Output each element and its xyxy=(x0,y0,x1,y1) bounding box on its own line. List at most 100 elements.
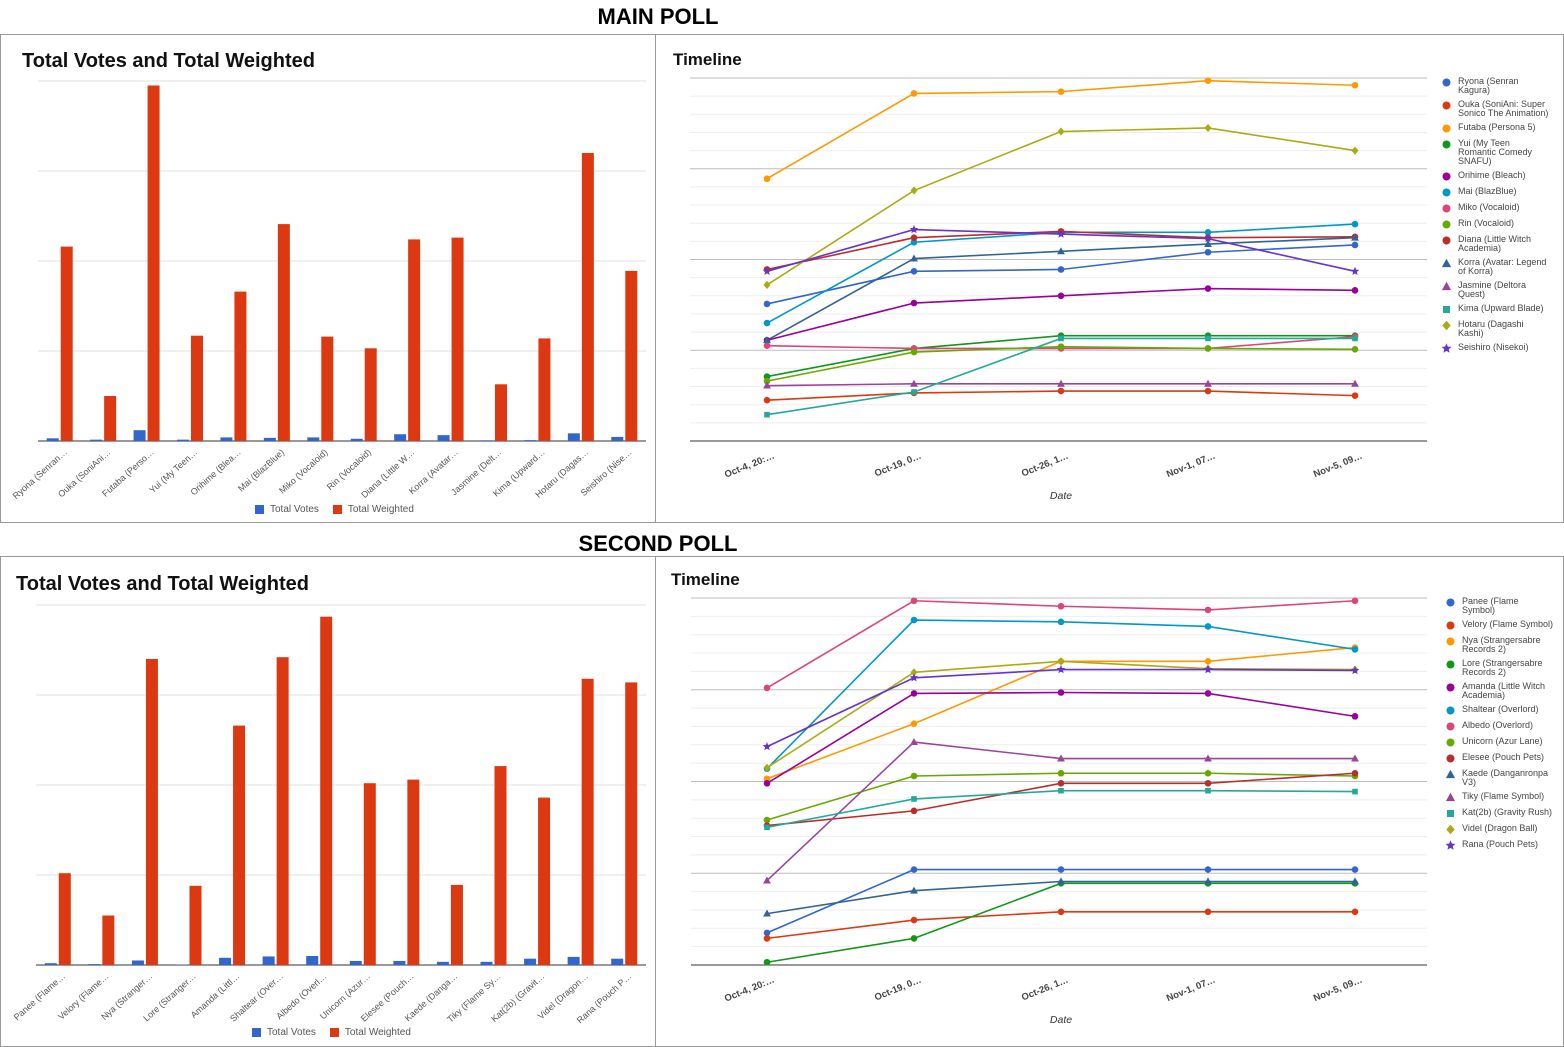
point-ryona-senran-kagura-2[interactable] xyxy=(910,267,918,275)
point-korra-avatar-legend-of-korra-5[interactable] xyxy=(1351,233,1359,241)
point-kat-2b-gravity-rush-5[interactable] xyxy=(1352,788,1358,795)
series-line-kat-2b-gravity-rush[interactable] xyxy=(766,789,1356,829)
legend-marker-star[interactable] xyxy=(1441,343,1452,353)
point-kima-upward-blade-5[interactable] xyxy=(1352,335,1358,342)
point-unicorn-azur-lane-3[interactable] xyxy=(1057,769,1065,777)
bar-total-weighted-9[interactable] xyxy=(407,779,420,965)
legend-marker-circle[interactable] xyxy=(1446,683,1455,692)
point-seishiro-nisekoi-3[interactable] xyxy=(1056,229,1066,238)
point-shaltear-overlord-2[interactable] xyxy=(910,616,918,624)
bar-total-weighted-11[interactable] xyxy=(495,384,507,441)
legend-item-kat-2b-gravity-rush[interactable]: Kat(2b) (Gravity Rush) xyxy=(1445,808,1554,819)
bar-total-votes-4[interactable] xyxy=(177,439,189,441)
legend-item-rana-pouch-pets[interactable]: Rana (Pouch Pets) xyxy=(1445,840,1554,851)
bar-total-weighted-7[interactable] xyxy=(321,336,334,441)
point-rin-vocaloid-4[interactable] xyxy=(1204,345,1212,352)
point-velory-flame-symbol-3[interactable] xyxy=(1057,908,1065,916)
series-line-mai-blazblue[interactable] xyxy=(766,223,1356,324)
point-panee-flame-symbol-3[interactable] xyxy=(1057,866,1065,873)
series-line-hotaru-dagashi-kashi[interactable] xyxy=(766,127,1356,286)
bar-total-votes-8[interactable] xyxy=(350,438,363,441)
bar-total-weighted-12[interactable] xyxy=(538,797,551,965)
legend-marker-circle[interactable] xyxy=(1446,722,1455,731)
legend-item-rin-vocaloid[interactable]: Rin (Vocaloid) xyxy=(1441,219,1550,230)
legend-marker-square[interactable] xyxy=(1447,810,1454,817)
bar-total-weighted-2[interactable] xyxy=(104,396,117,441)
legend-item-nya-strangersabre-records-2[interactable]: Nya (Strangersabre Records 2) xyxy=(1445,636,1554,654)
point-mai-blazblue-5[interactable] xyxy=(1351,220,1359,228)
point-jasmine-deltora-quest-1[interactable] xyxy=(763,381,771,389)
bar-total-weighted-3[interactable] xyxy=(145,659,158,965)
point-jasmine-deltora-quest-5[interactable] xyxy=(1351,379,1359,387)
point-panee-flame-symbol-4[interactable] xyxy=(1204,866,1212,873)
legend-marker-circle[interactable] xyxy=(1446,754,1455,763)
legend-item-tiky-flame-symbol[interactable]: Tiky (Flame Symbol) xyxy=(1445,792,1554,803)
point-kat-2b-gravity-rush-3[interactable] xyxy=(1058,787,1064,794)
point-videl-dragon-ball-3[interactable] xyxy=(1057,657,1065,666)
point-korra-avatar-legend-of-korra-1[interactable] xyxy=(763,336,771,344)
legend-marker-triangle[interactable] xyxy=(1445,792,1456,802)
point-unicorn-azur-lane-1[interactable] xyxy=(763,816,771,824)
point-kaede-danganronpa-v3-2[interactable] xyxy=(910,886,918,894)
legend-marker-circle[interactable] xyxy=(1442,220,1451,229)
bar-total-votes-7[interactable] xyxy=(307,437,320,441)
point-kaede-danganronpa-v3-5[interactable] xyxy=(1351,877,1359,885)
bar-total-votes-13[interactable] xyxy=(567,956,580,965)
series-line-yui-my-teen-romantic-comedy-snafu[interactable] xyxy=(766,334,1355,378)
bar-total-votes-9[interactable] xyxy=(394,434,407,441)
point-unicorn-azur-lane-2[interactable] xyxy=(910,772,918,780)
bar-total-votes-4[interactable] xyxy=(175,964,188,966)
point-futaba-persona-5-5[interactable] xyxy=(1351,81,1359,89)
legend-item-futaba-persona-5[interactable]: Futaba (Persona 5) xyxy=(1441,123,1550,134)
bar-total-weighted-5[interactable] xyxy=(233,725,246,965)
bar-total-weighted-11[interactable] xyxy=(494,766,507,965)
bar-total-votes-1[interactable] xyxy=(46,438,59,441)
point-hotaru-dagashi-kashi-2[interactable] xyxy=(910,186,918,195)
bar-total-weighted-1[interactable] xyxy=(60,246,73,441)
point-seishiro-nisekoi-2[interactable] xyxy=(909,225,919,234)
point-futaba-persona-5-4[interactable] xyxy=(1204,77,1212,85)
point-panee-flame-symbol-5[interactable] xyxy=(1351,866,1359,873)
bar-total-weighted-10[interactable] xyxy=(451,237,464,441)
point-rana-pouch-pets-2[interactable] xyxy=(909,673,919,682)
bar-total-weighted-6[interactable] xyxy=(276,657,289,965)
point-rana-pouch-pets-1[interactable] xyxy=(762,742,772,751)
series-line-videl-dragon-ball[interactable] xyxy=(766,660,1356,769)
point-diana-little-witch-academia-2[interactable] xyxy=(910,234,918,242)
point-jasmine-deltora-quest-4[interactable] xyxy=(1204,379,1212,387)
bar-total-weighted-12[interactable] xyxy=(538,338,551,441)
bar-total-votes-5[interactable] xyxy=(220,437,233,441)
legend-marker-circle[interactable] xyxy=(1446,738,1455,747)
bar-total-weighted-14[interactable] xyxy=(625,270,638,441)
bar-total-votes-13[interactable] xyxy=(567,433,580,441)
legend-item-unicorn-azur-lane[interactable]: Unicorn (Azur Lane) xyxy=(1445,737,1554,748)
point-amanda-little-witch-academia-4[interactable] xyxy=(1204,690,1212,697)
bar-total-weighted-9[interactable] xyxy=(408,239,421,441)
point-rana-pouch-pets-3[interactable] xyxy=(1056,665,1066,674)
bar-total-votes-8[interactable] xyxy=(349,960,362,965)
bar-total-votes-6[interactable] xyxy=(262,956,275,965)
legend-item-ouka-soniani-super-sonico-the-animation[interactable]: Ouka (SoniAni: Super Sonico The Animatio… xyxy=(1441,100,1550,118)
legend-marker-circle[interactable] xyxy=(1446,621,1455,630)
point-korra-avatar-legend-of-korra-3[interactable] xyxy=(1057,247,1065,255)
point-mai-blazblue-1[interactable] xyxy=(763,319,771,327)
bar-total-votes-12[interactable] xyxy=(524,440,537,441)
bar-total-votes-5[interactable] xyxy=(219,957,232,965)
point-nya-strangersabre-records-2-2[interactable] xyxy=(910,720,918,727)
point-yui-my-teen-romantic-comedy-snafu-1[interactable] xyxy=(763,373,771,380)
legend-total-weighted[interactable]: Total Weighted xyxy=(329,1027,411,1038)
legend-item-shaltear-overlord[interactable]: Shaltear (Overlord) xyxy=(1445,705,1554,716)
bar-total-votes-3[interactable] xyxy=(131,960,144,966)
bar-total-votes-7[interactable] xyxy=(306,956,319,965)
legend-marker-circle[interactable] xyxy=(1442,78,1451,87)
point-rana-pouch-pets-4[interactable] xyxy=(1203,665,1213,674)
point-amanda-little-witch-academia-3[interactable] xyxy=(1057,689,1065,696)
point-rin-vocaloid-5[interactable] xyxy=(1351,346,1359,353)
point-elesee-pouch-pets-5[interactable] xyxy=(1351,769,1359,777)
bar-total-votes-9[interactable] xyxy=(393,960,406,965)
point-panee-flame-symbol-1[interactable] xyxy=(763,929,771,937)
point-tiky-flame-symbol-1[interactable] xyxy=(763,876,771,884)
point-futaba-persona-5-3[interactable] xyxy=(1057,88,1065,95)
point-ryona-senran-kagura-5[interactable] xyxy=(1351,241,1359,249)
point-lore-strangersabre-records-2-1[interactable] xyxy=(763,958,771,966)
